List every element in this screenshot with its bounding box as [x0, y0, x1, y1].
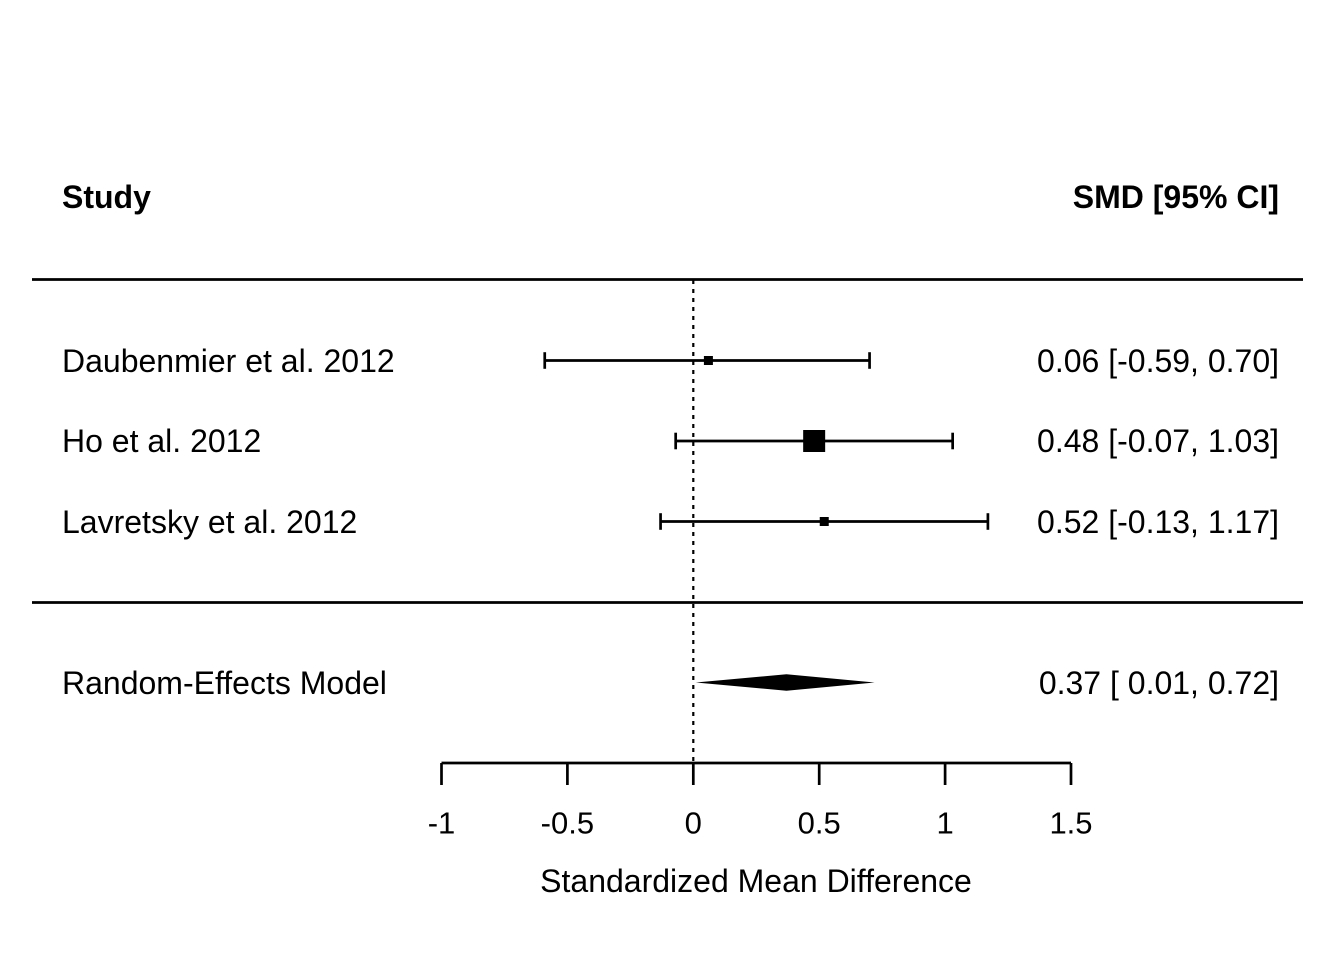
summary-label: Random-Effects Model	[62, 664, 387, 701]
study-annotation: 0.48 [-0.07, 1.03]	[1037, 423, 1279, 459]
column-header-smd-ci: SMD [95% CI]	[1072, 179, 1279, 215]
x-tick-label-5: 1.5	[1049, 805, 1093, 841]
x-tick-label-2: 0	[684, 805, 702, 841]
column-header-study: Study	[62, 179, 151, 215]
study-label: Ho et al. 2012	[62, 423, 262, 459]
x-tick-label-3: 0.5	[797, 805, 841, 841]
summary-diamond	[695, 674, 875, 691]
x-tick-label-1: -0.5	[540, 805, 595, 841]
point-estimate-square	[803, 430, 826, 452]
x-tick-label-0: -1	[427, 805, 456, 841]
x-axis-label: Standardized Mean Difference	[540, 863, 972, 899]
study-annotation: 0.06 [-0.59, 0.70]	[1037, 342, 1279, 379]
point-estimate-square	[703, 356, 713, 365]
point-estimate-square	[819, 517, 829, 526]
summary-annotation: 0.37 [ 0.01, 0.72]	[1038, 664, 1279, 701]
x-tick-label-4: 1	[936, 805, 954, 841]
study-label: Lavretsky et al. 2012	[62, 503, 358, 540]
study-label: Daubenmier et al. 2012	[62, 342, 395, 379]
study-annotation: 0.52 [-0.13, 1.17]	[1037, 503, 1279, 540]
